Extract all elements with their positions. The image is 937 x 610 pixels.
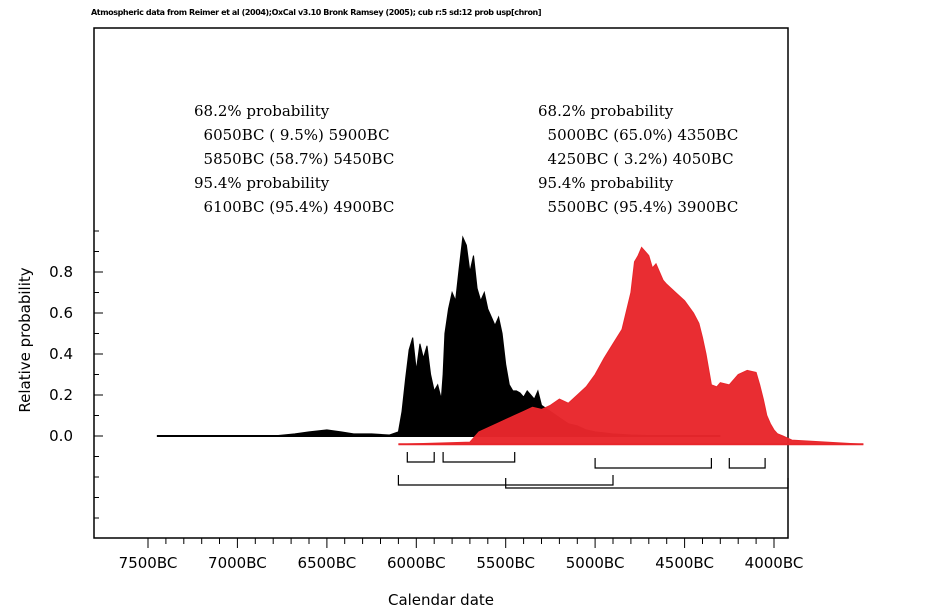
right-summary-line: 5000BC (65.0%) 4350BC — [538, 126, 738, 144]
right-probability-summary: 68.2% probability 5000BC (65.0%) 4350BC … — [538, 102, 738, 216]
right-summary-line: 5500BC (95.4%) 3900BC — [538, 198, 738, 216]
chart-caption: Atmospheric data from Reimer et al (2004… — [91, 8, 542, 17]
x-tick-label: 4500BC — [655, 554, 714, 572]
range-bracket — [728, 458, 766, 469]
y-tick-label: 0.6 — [49, 304, 73, 322]
x-axis-title: Calendar date — [388, 591, 494, 609]
x-tick-label: 7500BC — [119, 554, 178, 572]
y-tick-label: 0.0 — [49, 427, 73, 445]
distribution-areas — [156, 235, 864, 446]
x-tick-label: 6500BC — [298, 554, 357, 572]
range-bracket-line — [505, 478, 789, 489]
y-axis-ticks: 0.0 0.2 0.4 0.6 0.8 — [49, 230, 103, 519]
range-bracket-line — [406, 452, 435, 463]
x-tick-label: 7000BC — [208, 554, 267, 572]
range-bracket-line — [594, 458, 712, 469]
right-summary-line: 95.4% probability — [538, 174, 674, 192]
range-bracket — [505, 478, 789, 489]
left-summary-line: 6100BC (95.4%) 4900BC — [194, 198, 394, 216]
range-bracket — [406, 452, 435, 463]
left-summary-line: 6050BC ( 9.5%) 5900BC — [194, 126, 390, 144]
y-tick-label: 0.2 — [49, 386, 73, 404]
range-bracket-line — [442, 452, 516, 463]
right-summary-line: 68.2% probability — [538, 102, 674, 120]
y-tick-label: 0.8 — [49, 263, 73, 281]
range-bracket — [442, 452, 516, 463]
x-axis-ticks: 7500BC 7000BC 6500BC 6000BC 5500BC 5000BC 4500… — [119, 538, 804, 572]
range-brackets — [397, 452, 789, 489]
range-bracket-line — [728, 458, 766, 469]
x-tick-label: 5000BC — [566, 554, 625, 572]
y-axis-title: Relative probability — [16, 267, 34, 412]
range-bracket — [594, 458, 712, 469]
plot-frame — [93, 27, 789, 539]
series-area-1 — [398, 246, 864, 445]
right-summary-line: 4250BC ( 3.2%) 4050BC — [538, 150, 734, 168]
x-tick-label: 6000BC — [387, 554, 446, 572]
left-summary-line: 68.2% probability — [194, 102, 330, 120]
x-tick-label: 5500BC — [476, 554, 535, 572]
y-tick-label: 0.4 — [49, 345, 73, 363]
x-tick-label: 4000BC — [745, 554, 804, 572]
left-summary-line: 95.4% probability — [194, 174, 330, 192]
left-summary-line: 5850BC (58.7%) 5450BC — [194, 150, 394, 168]
left-probability-summary: 68.2% probability 6050BC ( 9.5%) 5900BC … — [194, 102, 394, 216]
